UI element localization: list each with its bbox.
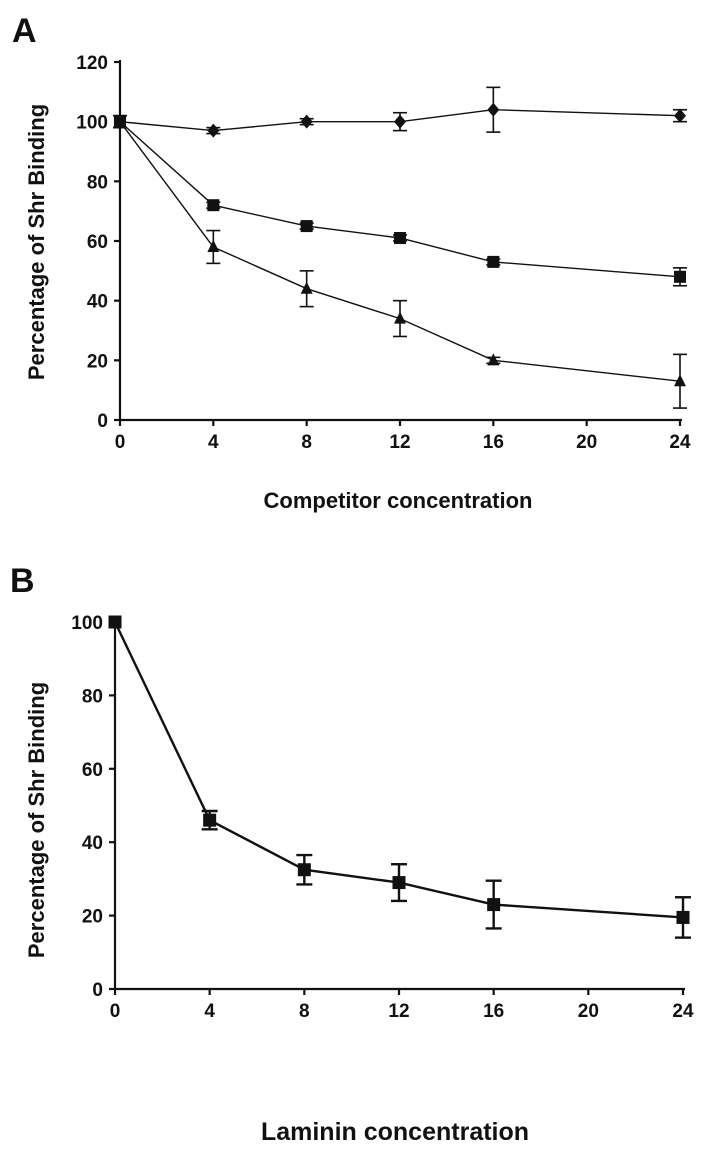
series-2-square-pa-point (674, 270, 686, 283)
series-3-triangle-pa-point (300, 281, 313, 294)
series-1-square-pb-point (297, 863, 311, 877)
series-1-square-pb-line (113, 621, 684, 919)
x-tick-label-pb: 24 (672, 1001, 694, 1022)
x-tick-label-pb: 16 (483, 1001, 504, 1022)
y-tick-label-pb: 0 (92, 980, 103, 1001)
x-axis-title-a: Competitor concentration (264, 488, 533, 513)
series-1-diamond-pa-point (394, 114, 406, 129)
x-tick-label-pa: 0 (115, 432, 126, 453)
y-axis-title-b: Percentage of Shr Binding (24, 682, 49, 958)
x-tick-label-pb: 20 (578, 1001, 599, 1022)
y-tick-label-pa: 0 (97, 411, 108, 432)
y-tick-label-pa: 20 (87, 351, 108, 372)
series-3-triangle-pa-line (119, 121, 681, 382)
series-3-triangle-pa-point (394, 311, 406, 324)
series-2-square-pa-line (119, 121, 681, 278)
series-1-diamond-pa-point (674, 108, 686, 123)
y-tick-label-pa: 80 (87, 172, 108, 193)
x-axis-title-b: Laminin concentration (261, 1118, 529, 1146)
series-1-diamond-pa-point (300, 114, 313, 129)
y-tick-label-pb: 100 (71, 613, 103, 634)
y-tick-label-pb: 60 (82, 760, 103, 781)
series-1-square-pb-point (203, 813, 217, 827)
series-3-triangle-pa-point (487, 353, 500, 366)
x-tick-label-pa: 16 (483, 432, 504, 453)
series-3-triangle-pa-point (114, 114, 126, 127)
y-axis-title-a: Percentage of Shr Binding (24, 104, 49, 380)
x-tick-label-pb: 0 (110, 1001, 121, 1022)
y-tick-label-pa: 60 (87, 232, 108, 253)
series-2-square-pa-point (300, 220, 313, 233)
series-1-square-pb-point (108, 615, 122, 629)
series-1-square-pb-point (676, 910, 690, 924)
chart-panel-b: B Percentage of Shr Binding Laminin conc… (10, 562, 694, 1146)
x-tick-label-pa: 4 (208, 432, 219, 453)
series-2-square-pa-point (487, 255, 500, 268)
x-tick-label-pa: 12 (389, 432, 410, 453)
x-tick-label-pb: 12 (388, 1001, 409, 1022)
series-2-square-pa-point (394, 232, 406, 245)
panel-label-a: A (12, 12, 37, 50)
x-tick-label-pa: 20 (576, 432, 597, 453)
series-3-triangle-pa-point (207, 239, 220, 252)
chart-panel-a: A Percentage of Shr Binding Competitor c… (12, 12, 691, 513)
x-tick-label-pb: 4 (204, 1001, 215, 1022)
series-1-square-pb-point (392, 876, 406, 890)
y-tick-label-pb: 80 (82, 686, 103, 707)
series-1-diamond-pa-line (119, 108, 681, 132)
y-tick-label-pa: 40 (87, 292, 108, 313)
panel-label-b: B (10, 562, 35, 600)
series-2-square-pa-point (207, 199, 220, 212)
x-tick-label-pa: 8 (301, 432, 312, 453)
x-tick-label-pb: 8 (299, 1001, 310, 1022)
series-1-diamond-pa-point (487, 102, 500, 117)
y-tick-label-pa: 100 (76, 113, 108, 134)
series-1-square-pb-point (487, 898, 501, 912)
y-tick-label-pb: 20 (82, 907, 103, 928)
series-3-triangle-pa-point (674, 374, 686, 387)
y-tick-label-pb: 40 (82, 833, 103, 854)
series-1-diamond-pa-point (207, 123, 220, 138)
x-tick-label-pa: 24 (669, 432, 691, 453)
y-tick-label-pa: 120 (76, 53, 108, 74)
